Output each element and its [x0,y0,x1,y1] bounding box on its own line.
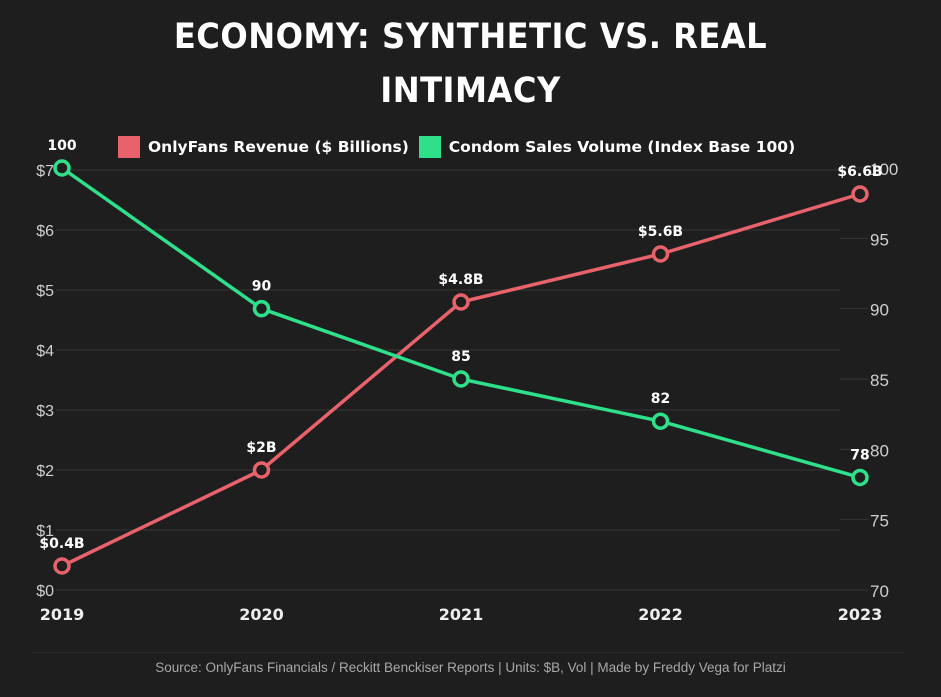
y-left-tick-label: $4 [36,343,54,360]
y-right-tick-label: 75 [870,512,889,531]
data-label-revenue: $6.6B [837,164,882,180]
x-tick-label: 2019 [40,605,85,624]
y-left-tick-label: $6 [36,223,54,240]
chart-title-line-1: ECONOMY: SYNTHETIC VS. REAL [173,17,768,57]
y-right-tick-label: 85 [870,371,889,390]
y-left-tick-label: $1 [36,523,54,540]
footer-divider [32,652,905,653]
y-right-tick-label: 100 [870,160,898,179]
legend-swatch-condom [418,136,441,158]
data-point-revenue [252,461,271,479]
data-point-condom [53,159,71,177]
data-point-revenue [53,557,71,575]
x-tick-label: 2023 [838,605,883,624]
data-label-revenue: $2B [246,440,276,456]
y-left-tick-label: $7 [36,163,54,180]
y-left-tick-label: $5 [36,283,54,300]
legend-label-revenue: OnlyFans Revenue ($ Billions) [148,138,409,156]
data-point-revenue [651,245,670,263]
data-point-condom [252,299,271,318]
legend: OnlyFans Revenue ($ Billions) Condom Sal… [118,136,805,158]
legend-swatch-revenue [118,136,140,158]
x-tick-label: 2022 [638,605,683,624]
data-label-revenue: $4.8B [438,272,483,288]
legend-label-condom: Condom Sales Volume (Index Base 100) [448,138,796,156]
data-label-condom: 100 [47,138,76,154]
data-point-revenue [452,293,470,311]
y-left-tick-label: $3 [36,403,54,420]
source-note: Source: OnlyFans Financials / Reckitt Be… [155,660,786,675]
data-label-revenue: $5.6B [638,224,683,240]
data-point-condom [851,468,869,487]
x-tick-label: 2020 [239,605,284,624]
data-label-condom: 85 [451,349,470,365]
data-point-condom [452,370,470,388]
data-label-condom: 90 [252,279,272,295]
chart-title: ECONOMY: SYNTHETIC VS. REAL INTIMACY [38,10,904,118]
data-point-revenue [851,185,869,203]
data-point-condom [651,412,670,430]
x-tick-label: 2021 [439,605,484,624]
chart-title-line-2: INTIMACY [380,71,561,111]
y-right-tick-label: 70 [870,582,889,601]
data-label-revenue: $0.4B [39,536,84,552]
data-label-condom: 78 [850,447,869,463]
legend-item-condom: Condom Sales Volume (Index Base 100) [418,136,796,158]
y-right-tick-label: 80 [870,441,889,460]
data-label-condom: 82 [651,391,670,407]
y-left-tick-label: $0 [36,583,54,600]
y-right-tick-label: 95 [870,230,889,249]
legend-item-revenue: OnlyFans Revenue ($ Billions) [118,136,409,158]
y-left-tick-label: $2 [36,463,54,480]
y-right-tick-label: 90 [870,301,889,320]
series-line-condom [60,166,861,480]
